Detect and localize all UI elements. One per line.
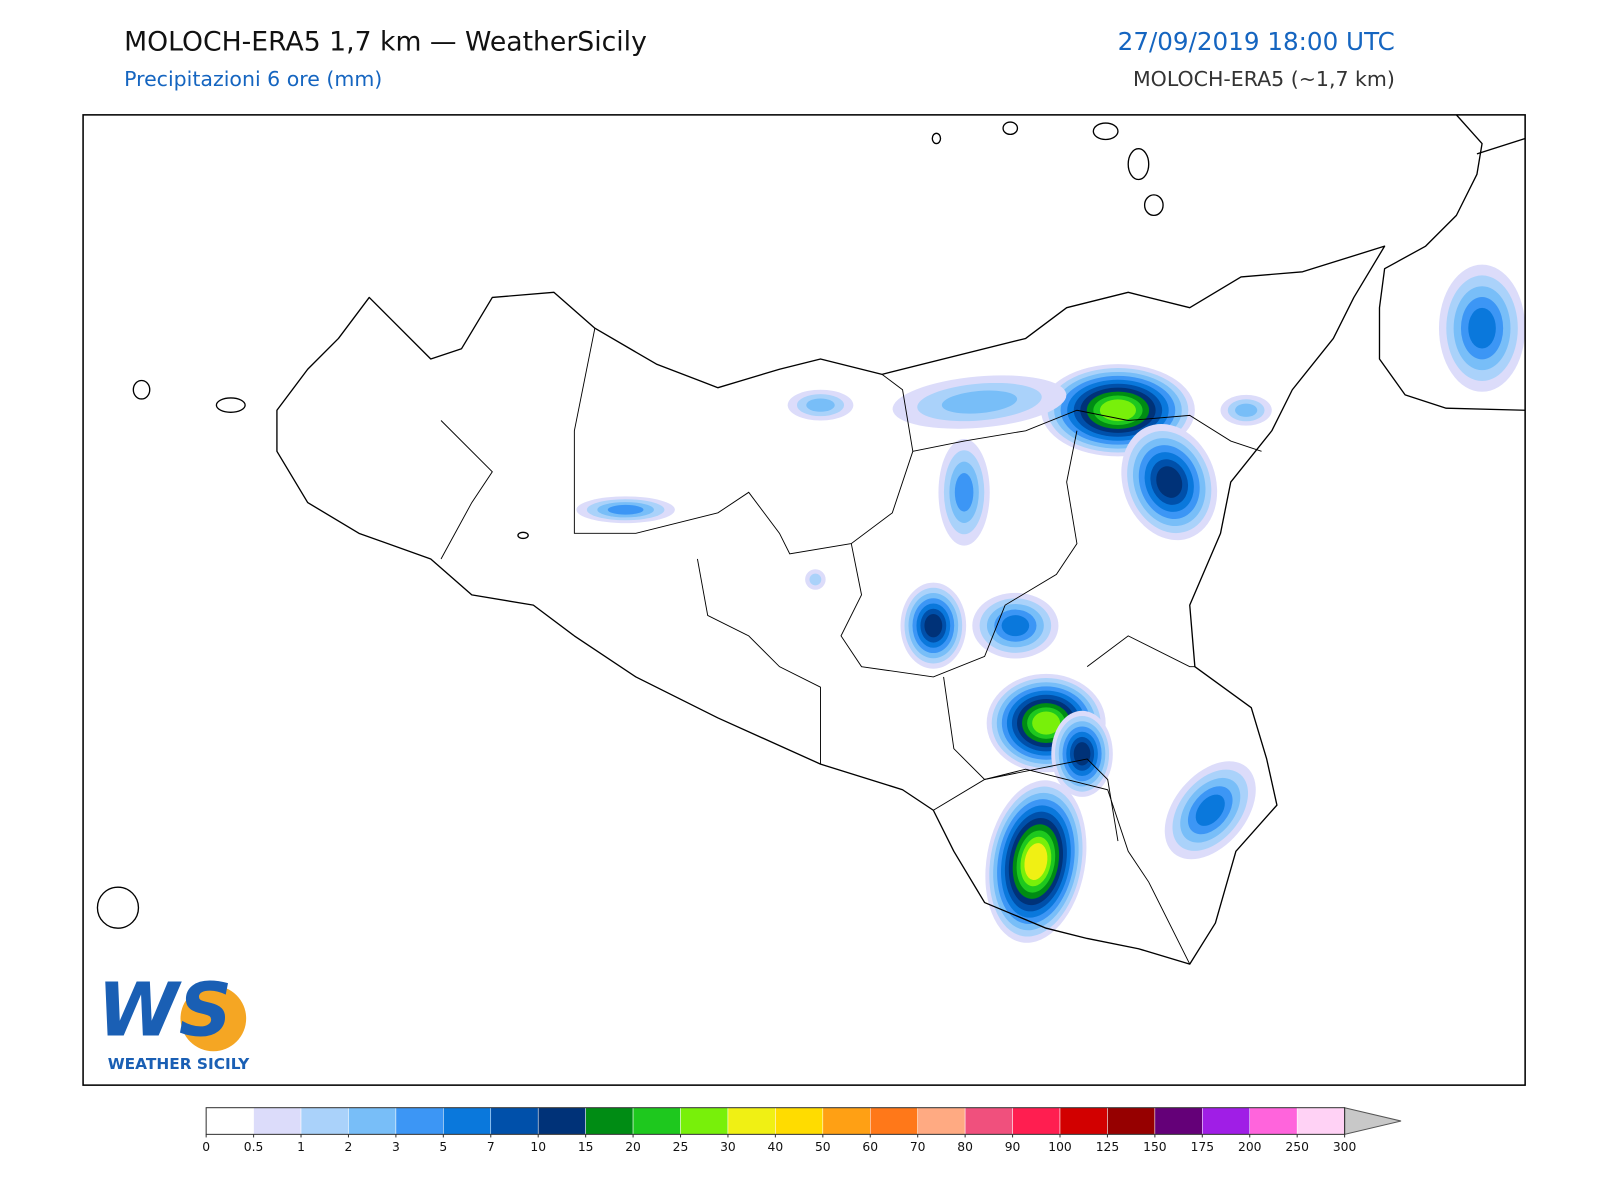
precip-area <box>1073 742 1091 766</box>
colorbar-tick-label: 250 <box>1285 1140 1308 1154</box>
subtitle: Precipitazioni 6 ore (mm) <box>124 67 382 91</box>
colorbar-cell <box>1296 1107 1345 1135</box>
colorbar-tick-label: 70 <box>910 1140 926 1154</box>
precipitation-field <box>576 264 1526 943</box>
precip-area <box>607 504 644 515</box>
colorbar-tick-label: 0 <box>202 1140 210 1154</box>
map <box>96 114 1526 965</box>
colorbar-tick-label: 15 <box>578 1140 594 1154</box>
precip-area <box>954 472 974 512</box>
colorbar-cell <box>585 1107 634 1135</box>
colorbar-cell <box>1202 1107 1250 1135</box>
colorbar-cell <box>348 1107 397 1135</box>
colorbar-tick-label: 50 <box>815 1140 831 1154</box>
colorbar-tick-label: 7 <box>487 1140 495 1154</box>
colorbar-cell <box>680 1107 729 1135</box>
colorbar-tick-label: 60 <box>862 1140 878 1154</box>
sicily-coastline <box>276 245 1386 965</box>
precip-area <box>1099 399 1137 422</box>
logo: WS WEATHER SICILY <box>97 967 250 1073</box>
colorbar-cell <box>205 1107 254 1135</box>
title: MOLOCH-ERA5 1,7 km — WeatherSicily <box>124 27 647 58</box>
precip-area <box>1468 307 1496 349</box>
colorbar-tick-label: 175 <box>1191 1140 1214 1154</box>
precip-area <box>1235 403 1258 417</box>
precip-area <box>1001 615 1030 637</box>
colorbar-cell <box>822 1107 871 1135</box>
colorbar-tick-label: 30 <box>720 1140 736 1154</box>
logo-mark: WS <box>97 967 232 1053</box>
precip-area <box>941 390 1018 414</box>
calabria-coastline <box>1476 137 1526 155</box>
colorbar: 0 0.5 1 2 3 5 7 10 15 20 25 30 40 50 60 70 80 90 100 125 150… <box>202 1107 1402 1154</box>
colorbar-tick-label: 0.5 <box>244 1140 264 1154</box>
logo-name: WEATHER SICILY <box>108 1055 250 1073</box>
colorbar-tick-label: 5 <box>439 1140 447 1154</box>
colorbar-cell <box>1154 1107 1203 1135</box>
colorbar-tick-label: 100 <box>1048 1140 1071 1154</box>
precip-area <box>1024 843 1048 881</box>
calabria-coastline <box>1378 114 1526 411</box>
precip-area <box>924 613 943 638</box>
valid-time: 27/09/2019 18:00 UTC <box>1118 27 1395 56</box>
colorbar-tick-label: 125 <box>1096 1140 1119 1154</box>
colorbar-cell <box>632 1107 681 1135</box>
precip-area <box>1032 711 1061 735</box>
colorbar-cell <box>253 1107 302 1135</box>
colorbar-cell <box>917 1107 966 1135</box>
colorbar-cell <box>775 1107 824 1135</box>
colorbar-tick-label: 90 <box>1005 1140 1021 1154</box>
colorbar-tick-label: 150 <box>1143 1140 1166 1154</box>
colorbar-tick-label: 10 <box>530 1140 546 1154</box>
colorbar-cell <box>395 1107 444 1135</box>
precip-area <box>809 573 822 586</box>
colorbar-cell <box>490 1107 539 1135</box>
colorbar-tick-label: 20 <box>625 1140 641 1154</box>
colorbar-tick-label: 200 <box>1238 1140 1261 1154</box>
precip-area <box>1195 794 1225 826</box>
map-frame <box>82 114 1526 1086</box>
colorbar-cell <box>1249 1107 1298 1135</box>
colorbar-cell <box>1012 1107 1061 1135</box>
province-borders <box>440 328 1262 965</box>
colorbar-cell <box>869 1107 918 1135</box>
colorbar-tick-label: 2 <box>345 1140 353 1154</box>
colorbar-tick-label: 40 <box>768 1140 784 1154</box>
colorbar-cell <box>537 1107 586 1135</box>
colorbar-cell <box>300 1107 349 1135</box>
colorbar-tick-label: 25 <box>673 1140 689 1154</box>
colorbar-tick-label: 300 <box>1333 1140 1356 1154</box>
colorbar-tick-label: 1 <box>297 1140 305 1154</box>
colorbar-cell <box>443 1107 492 1135</box>
colorbar-tick-label: 80 <box>957 1140 973 1154</box>
colorbar-extend <box>1344 1107 1402 1136</box>
logo-sun <box>180 985 247 1052</box>
model-label: MOLOCH-ERA5 (~1,7 km) <box>1133 67 1395 91</box>
colorbar-cell <box>964 1107 1013 1135</box>
colorbar-cell <box>727 1107 776 1135</box>
colorbar-cell <box>1059 1107 1108 1135</box>
colorbar-tick-label: 3 <box>392 1140 400 1154</box>
islands <box>96 121 1164 929</box>
colorbar-cell <box>1107 1107 1156 1135</box>
precip-area <box>1156 466 1183 498</box>
precip-area <box>806 398 835 412</box>
